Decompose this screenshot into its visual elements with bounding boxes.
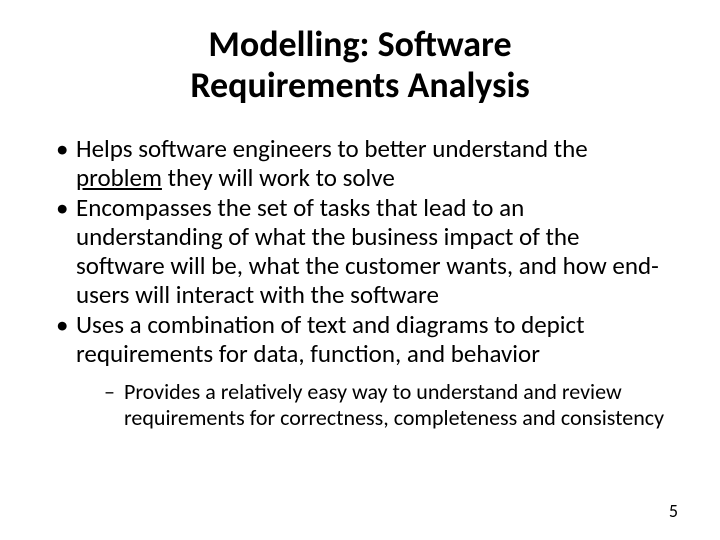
title-line-1: Modelling: Software [208, 22, 511, 66]
sub-bullet-1-text: Provides a relatively easy way to unders… [124, 378, 664, 431]
sub-bullet-item-1: Provides a relatively easy way to unders… [76, 379, 670, 431]
bullet-1-pre: Helps software engineers to better under… [76, 133, 588, 164]
sub-bullet-list: Provides a relatively easy way to unders… [76, 379, 670, 431]
bullet-1-underlined: problem [76, 162, 162, 193]
bullet-1-post: they will work to solve [162, 162, 395, 193]
bullet-item-1: Helps software engineers to better under… [50, 135, 670, 193]
page-number: 5 [669, 500, 678, 522]
bullet-2-text: Encompasses the set of tasks that lead t… [76, 192, 659, 309]
bullet-item-2: Encompasses the set of tasks that lead t… [50, 194, 670, 309]
bullet-3-text: Uses a combination of text and diagrams … [76, 309, 584, 369]
slide-title: Modelling: Software Requirements Analysi… [50, 24, 670, 107]
bullet-item-3: Uses a combination of text and diagrams … [50, 311, 670, 430]
bullet-list: Helps software engineers to better under… [50, 135, 670, 431]
slide: Modelling: Software Requirements Analysi… [0, 0, 720, 540]
title-line-2: Requirements Analysis [190, 63, 529, 107]
